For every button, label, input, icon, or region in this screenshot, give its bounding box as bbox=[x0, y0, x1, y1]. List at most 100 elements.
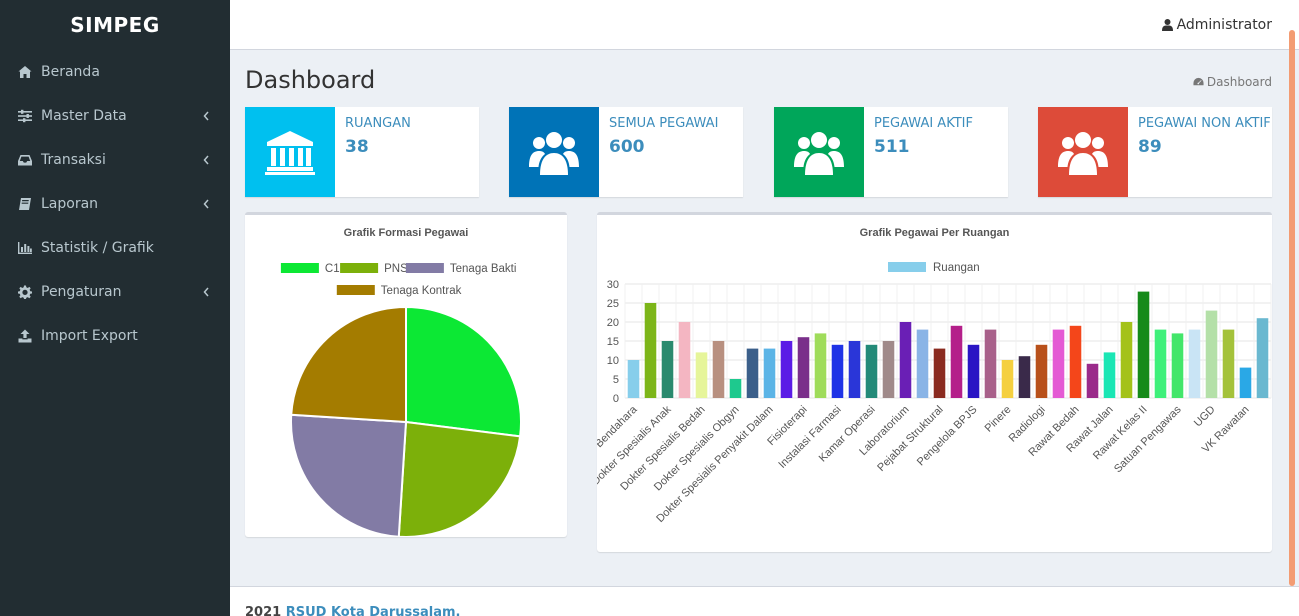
bar[interactable] bbox=[780, 341, 793, 398]
sidebar-item-label: Laporan bbox=[41, 196, 99, 212]
bar-y-tick-label: 25 bbox=[607, 298, 619, 310]
chevron-left-icon bbox=[202, 197, 210, 211]
bar[interactable] bbox=[1086, 363, 1099, 398]
scroll-edge bbox=[1289, 30, 1295, 586]
formasi-chart-box: Grafik Formasi Pegawai C1 PNS Tenaga Bakti… bbox=[245, 212, 567, 537]
chevron-left-icon bbox=[202, 109, 210, 123]
bar[interactable] bbox=[1103, 352, 1116, 398]
top-header: Administrator bbox=[230, 0, 1299, 50]
bar[interactable] bbox=[1035, 344, 1048, 398]
bar[interactable] bbox=[814, 333, 827, 398]
book-icon bbox=[18, 197, 32, 211]
pie-legend-swatch[interactable] bbox=[340, 263, 379, 273]
bar-y-tick-label: 10 bbox=[607, 355, 619, 367]
pie-legend-swatch[interactable] bbox=[336, 285, 375, 295]
stat-value: 600 bbox=[609, 137, 645, 157]
sidebar-item-master-data[interactable]: Master Data bbox=[0, 94, 230, 138]
pie-slice-tenaga-bakti[interactable] bbox=[290, 413, 408, 537]
stat-label: PEGAWAI NON AKTIF bbox=[1138, 116, 1271, 131]
bar-legend-swatch[interactable] bbox=[888, 262, 926, 272]
users-icon bbox=[794, 132, 844, 175]
sidebar-item-pengaturan[interactable]: Pengaturan bbox=[0, 270, 230, 314]
sidebar-item-laporan[interactable]: Laporan bbox=[0, 182, 230, 226]
sidebar-item-import-export[interactable]: Import Export bbox=[0, 314, 230, 358]
bar[interactable] bbox=[712, 341, 725, 398]
pie-legend-swatch[interactable] bbox=[405, 263, 444, 273]
sidebar: SIMPEG Beranda Master Data Transaksi Lapora… bbox=[0, 0, 230, 616]
stat-box-ruangan[interactable]: RUANGAN 38 bbox=[245, 107, 479, 197]
bar[interactable] bbox=[1018, 356, 1031, 398]
stat-value: 38 bbox=[345, 137, 369, 157]
pie-legend-label[interactable]: PNS bbox=[384, 263, 408, 275]
bar-y-tick-label: 5 bbox=[613, 374, 619, 386]
chevron-left-icon bbox=[202, 153, 210, 167]
bar[interactable] bbox=[1052, 329, 1065, 398]
bar[interactable] bbox=[899, 322, 912, 398]
stat-icon-bg bbox=[245, 107, 335, 197]
bar[interactable] bbox=[1188, 329, 1201, 398]
user-name: Administrator bbox=[1176, 17, 1272, 33]
bar-legend-label[interactable]: Ruangan bbox=[933, 262, 980, 274]
pie-slice-pns[interactable] bbox=[397, 420, 522, 537]
stat-label: SEMUA PEGAWAI bbox=[609, 116, 719, 131]
bar[interactable] bbox=[678, 322, 691, 398]
bar[interactable] bbox=[865, 344, 878, 398]
bar[interactable] bbox=[1171, 333, 1184, 398]
users-icon bbox=[529, 132, 579, 175]
bar[interactable] bbox=[933, 348, 946, 398]
bar[interactable] bbox=[967, 344, 980, 398]
bar[interactable] bbox=[1239, 367, 1252, 398]
sliders-icon bbox=[18, 109, 32, 123]
bar[interactable] bbox=[763, 348, 776, 398]
pie-legend-swatch[interactable] bbox=[280, 263, 319, 273]
stat-box-pegawai-non-aktif[interactable]: PEGAWAI NON AKTIF 89 bbox=[1038, 107, 1272, 197]
bar[interactable] bbox=[950, 325, 963, 398]
footer-org-link[interactable]: RSUD Kota Darussalam. bbox=[285, 605, 461, 616]
pie-chart: C1 PNS Tenaga Bakti Tenaga Kontrak bbox=[280, 263, 522, 537]
pie-legend-label[interactable]: Tenaga Kontrak bbox=[381, 285, 462, 297]
bar[interactable] bbox=[1256, 318, 1269, 398]
bar[interactable] bbox=[627, 360, 640, 398]
bar[interactable] bbox=[831, 344, 844, 398]
sidebar-item-statistik-grafik[interactable]: Statistik / Grafik bbox=[0, 226, 230, 270]
app-brand[interactable]: SIMPEG bbox=[70, 13, 160, 37]
bar[interactable] bbox=[1154, 329, 1167, 398]
bar[interactable] bbox=[984, 329, 997, 398]
ruangan-chart-box: Grafik Pegawai Per Ruangan Ruangan 0 5 10 15… bbox=[597, 212, 1272, 552]
pie-slice-tenaga-kontrak[interactable] bbox=[290, 305, 407, 424]
bar[interactable] bbox=[695, 352, 708, 398]
stat-box-semua-pegawai[interactable]: SEMUA PEGAWAI 600 bbox=[509, 107, 743, 197]
stat-icon-bg bbox=[774, 107, 864, 197]
bar[interactable] bbox=[746, 348, 759, 398]
gear-icon bbox=[18, 285, 32, 299]
bar[interactable] bbox=[644, 303, 657, 398]
stat-label: RUANGAN bbox=[345, 116, 411, 131]
breadcrumb-label: Dashboard bbox=[1206, 75, 1272, 89]
bar[interactable] bbox=[1222, 329, 1235, 398]
bar[interactable] bbox=[916, 329, 929, 398]
pie-slice-c1[interactable] bbox=[405, 305, 522, 438]
pie-legend-label[interactable]: Tenaga Bakti bbox=[450, 263, 517, 275]
bar[interactable] bbox=[1001, 360, 1014, 398]
bar[interactable] bbox=[1120, 322, 1133, 398]
stat-box-pegawai-aktif[interactable]: PEGAWAI AKTIF 511 bbox=[774, 107, 1008, 197]
stat-label: PEGAWAI AKTIF bbox=[874, 116, 973, 131]
bar[interactable] bbox=[1205, 310, 1218, 398]
sidebar-menu: Beranda Master Data Transaksi Laporan Statis… bbox=[0, 50, 230, 358]
sidebar-item-label: Master Data bbox=[41, 108, 127, 124]
stat-icon-bg bbox=[1038, 107, 1128, 197]
user-menu[interactable]: Administrator bbox=[1161, 17, 1272, 33]
sidebar-item-label: Transaksi bbox=[41, 152, 106, 168]
sidebar-item-beranda[interactable]: Beranda bbox=[0, 50, 230, 94]
bar[interactable] bbox=[1069, 325, 1082, 398]
bar[interactable] bbox=[797, 337, 810, 398]
bar-x-tick-label: Pengelola BPJS bbox=[915, 404, 980, 469]
sidebar-item-transaksi[interactable]: Transaksi bbox=[0, 138, 230, 182]
bar[interactable] bbox=[661, 341, 674, 398]
bar[interactable] bbox=[882, 341, 895, 398]
bar[interactable] bbox=[1137, 291, 1150, 398]
breadcrumb[interactable]: Dashboard bbox=[1193, 75, 1272, 89]
bar[interactable] bbox=[848, 341, 861, 398]
bar[interactable] bbox=[729, 379, 742, 398]
pie-legend-label[interactable]: C1 bbox=[325, 263, 340, 275]
